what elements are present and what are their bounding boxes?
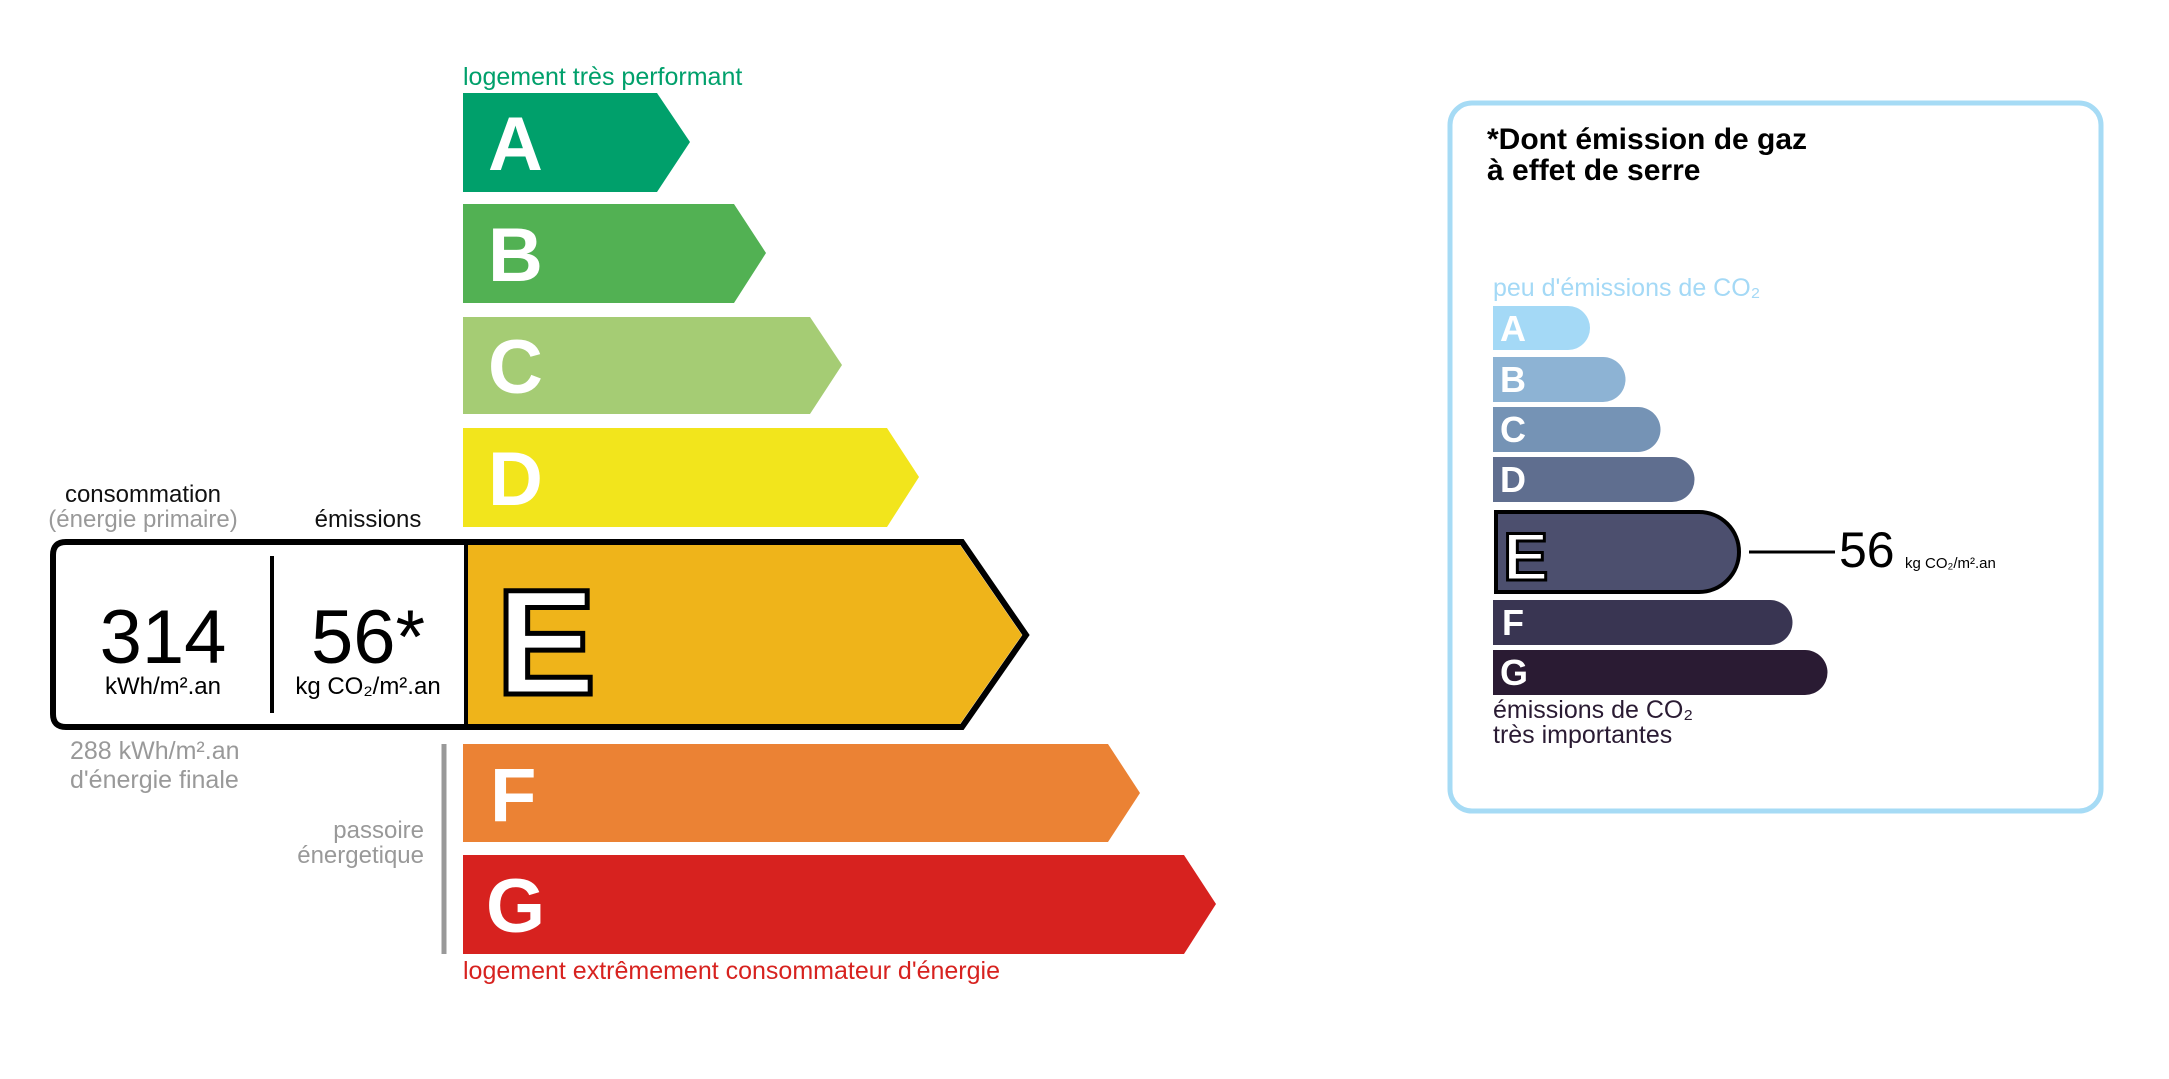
ghg-bar-f xyxy=(1493,600,1793,645)
energy-bar-b xyxy=(463,204,766,303)
ghg-letter-g: G xyxy=(1500,652,1528,693)
energy-class-d: D xyxy=(463,428,919,527)
ghg-letter-e: E xyxy=(1503,519,1548,595)
ghg-bar-b xyxy=(1493,357,1626,402)
ghg-panel: *Dont émission de gaz à effet de serre p… xyxy=(1447,100,2104,814)
passoire-label-1: passoire xyxy=(333,817,424,844)
ghg-value: 56 xyxy=(1839,522,1895,578)
energy-letter-g: G xyxy=(486,864,545,949)
ghg-unit: kg CO₂/m².an xyxy=(1905,555,1996,572)
consumption-sub-label: (énergie primaire) xyxy=(48,506,237,533)
energy-bar-a xyxy=(463,93,690,192)
emissions-label: émissions xyxy=(315,506,422,533)
ghg-letter-f: F xyxy=(1502,602,1524,643)
energy-bottom-label: logement extrêmement consommateur d'éner… xyxy=(463,957,1000,985)
energy-bar-c xyxy=(463,317,842,414)
ghg-bottom-label-2: très importantes xyxy=(1493,721,1672,749)
energy-class-g: G xyxy=(463,855,1216,954)
consumption-unit: kWh/m².an xyxy=(105,673,221,700)
passoire-label-2: énergetique xyxy=(297,842,424,869)
ghg-bar-c xyxy=(1493,407,1661,452)
ghg-letter-a: A xyxy=(1500,308,1526,349)
ghg-bottom-label-1: émissions de CO₂ xyxy=(1493,696,1693,724)
energy-letter-e: E xyxy=(496,558,596,726)
energy-letter-b: B xyxy=(488,213,543,298)
energy-bar-g xyxy=(463,855,1216,954)
ghg-letter-c: C xyxy=(1500,409,1526,450)
energy-letter-f: F xyxy=(490,753,536,838)
ghg-bar-a xyxy=(1493,306,1590,350)
ghg-letter-b: B xyxy=(1500,359,1526,400)
ghg-title-2: à effet de serre xyxy=(1487,154,1700,187)
ghg-top-label: peu d'émissions de CO₂ xyxy=(1493,274,1760,302)
energy-class-c: C xyxy=(463,317,842,414)
ghg-bar-d xyxy=(1493,457,1695,502)
consumption-value: 314 xyxy=(100,595,227,680)
energy-class-a: A xyxy=(463,93,690,192)
consumption-label: consommation xyxy=(65,481,221,508)
final-energy-value: 288 kWh/m².an xyxy=(70,737,240,765)
emissions-value: 56* xyxy=(311,595,425,680)
energy-class-f: F xyxy=(463,744,1140,842)
ghg-letter-d: D xyxy=(1500,459,1526,500)
energy-top-label: logement très performant xyxy=(463,63,742,91)
ghg-title-1: *Dont émission de gaz xyxy=(1487,123,1807,156)
ghg-bar-g xyxy=(1493,650,1828,695)
energy-bar-f xyxy=(463,744,1140,842)
final-energy-label: d'énergie finale xyxy=(70,766,239,794)
energy-class-b: B xyxy=(463,204,766,303)
emissions-unit: kg CO₂/m².an xyxy=(295,673,440,700)
energy-bar-d xyxy=(463,428,919,527)
energy-bar-e xyxy=(466,545,1022,724)
energy-letter-a: A xyxy=(488,102,543,187)
ghg-bar-e-current xyxy=(1494,510,1741,594)
energy-class-e-current: E 314 kWh/m².an 56* kg CO₂/m².an xyxy=(50,539,1030,730)
energy-letter-d: D xyxy=(488,437,543,522)
energy-letter-c: C xyxy=(488,325,543,410)
